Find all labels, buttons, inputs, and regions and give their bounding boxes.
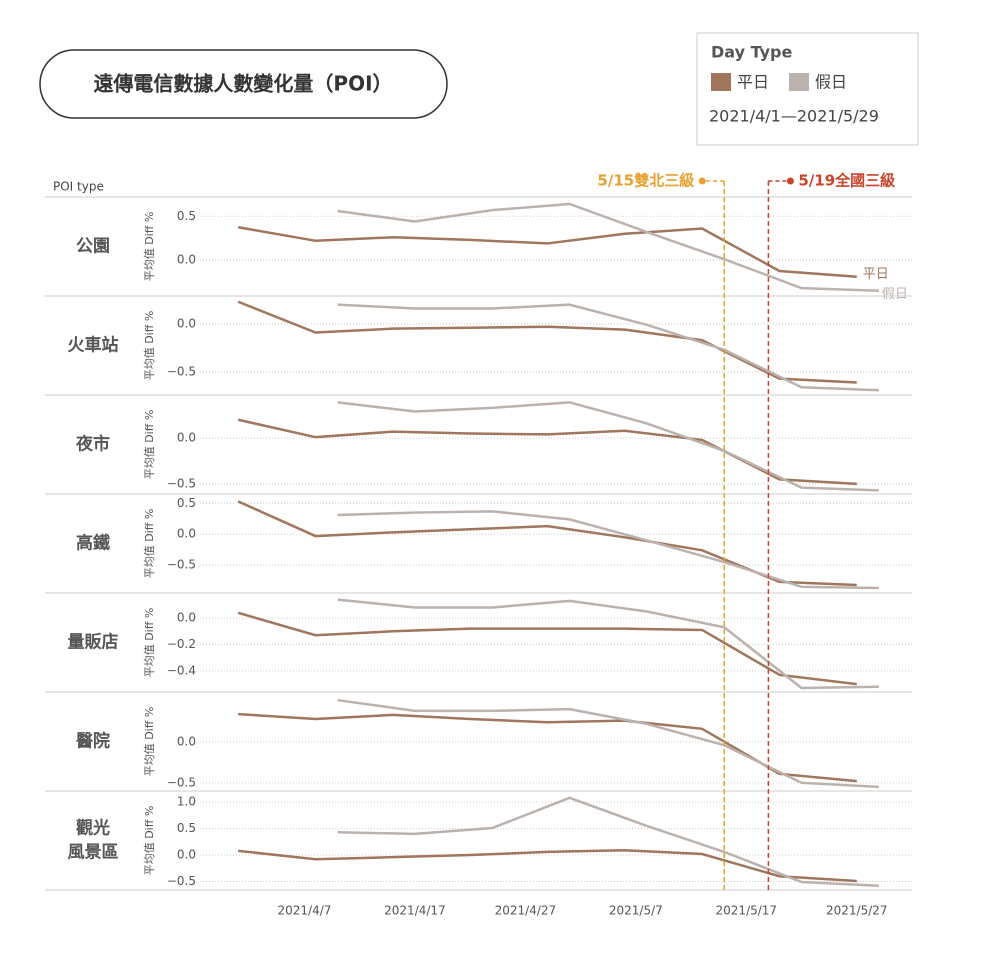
series-line bbox=[238, 712, 857, 783]
chart-title: 遠傳電信數據人數變化量（POI） bbox=[93, 72, 392, 96]
title-box bbox=[39, 49, 448, 119]
annotation-dot bbox=[698, 177, 706, 185]
panel-name: 醫院 bbox=[76, 731, 110, 752]
y-tick-label: 0.0 bbox=[177, 734, 196, 748]
y-tick-label: 0.0 bbox=[177, 848, 196, 862]
annotation-dot bbox=[786, 177, 794, 185]
series-line bbox=[337, 598, 879, 690]
legend-label: 假日 bbox=[815, 73, 847, 92]
series-line bbox=[337, 510, 879, 590]
x-tick-label: 2021/5/7 bbox=[609, 904, 663, 918]
y-tick-label: −0.5 bbox=[167, 874, 196, 888]
y-axis-label: 平均值 Diff % bbox=[143, 806, 156, 876]
y-tick-label: −0.5 bbox=[167, 558, 196, 572]
legend-swatch bbox=[711, 73, 731, 91]
y-tick-label: 0.0 bbox=[177, 527, 196, 541]
end-label: 假日 bbox=[882, 287, 908, 302]
y-axis-label: 平均值 Diff % bbox=[143, 410, 156, 480]
series-line bbox=[337, 202, 879, 292]
series-line bbox=[237, 225, 857, 278]
date-range: 2021/4/1—2021/5/29 bbox=[709, 107, 879, 126]
series-line bbox=[337, 698, 879, 789]
panel-name: 火車站 bbox=[68, 335, 119, 356]
y-tick-label: 0.0 bbox=[177, 253, 196, 267]
y-axis-label: 平均值 Diff % bbox=[143, 608, 156, 678]
panel-name: 風景區 bbox=[68, 843, 119, 863]
annotation-label: 5/15雙北三級 bbox=[597, 172, 694, 190]
y-axis-label: 平均值 Diff % bbox=[143, 212, 156, 282]
y-tick-label: 1.0 bbox=[177, 795, 196, 809]
panel-name: 觀光 bbox=[76, 818, 110, 839]
y-tick-label: 0.5 bbox=[177, 496, 196, 510]
x-tick-label: 2021/4/27 bbox=[495, 904, 557, 918]
panel-name: 量販店 bbox=[68, 632, 119, 653]
series-line bbox=[237, 418, 857, 486]
y-tick-label: −0.4 bbox=[167, 663, 196, 677]
x-tick-label: 2021/5/17 bbox=[716, 904, 778, 918]
x-tick-label: 2021/4/17 bbox=[384, 904, 446, 918]
y-axis-label: 平均值 Diff % bbox=[143, 707, 156, 777]
facet-label: POI type bbox=[53, 180, 104, 194]
y-tick-label: 0.5 bbox=[177, 209, 196, 223]
y-tick-label: 0.5 bbox=[177, 821, 196, 835]
y-tick-label: −0.5 bbox=[167, 364, 196, 378]
series-line bbox=[337, 303, 879, 392]
y-tick-label: −0.2 bbox=[167, 637, 196, 651]
panel-name: 公園 bbox=[76, 237, 110, 257]
y-tick-label: −0.5 bbox=[167, 476, 196, 490]
x-tick-label: 2021/5/27 bbox=[826, 904, 888, 918]
y-tick-label: 0.0 bbox=[177, 431, 196, 445]
end-label: 平日 bbox=[863, 267, 889, 282]
legend-swatch bbox=[789, 73, 809, 91]
panel-name: 夜市 bbox=[75, 434, 110, 455]
y-axis-label: 平均值 Diff % bbox=[143, 509, 156, 579]
x-tick-label: 2021/4/7 bbox=[278, 904, 332, 918]
y-tick-label: −0.5 bbox=[167, 775, 196, 789]
series-line bbox=[337, 796, 879, 888]
series-line bbox=[237, 611, 857, 686]
annotation-label: 5/19全國三級 bbox=[798, 172, 895, 190]
y-tick-label: 0.0 bbox=[177, 611, 196, 625]
panel-name: 高鐵 bbox=[76, 533, 110, 554]
legend-title: Day Type bbox=[711, 43, 792, 62]
legend-label: 平日 bbox=[737, 73, 769, 92]
series-line bbox=[237, 500, 857, 587]
series-line bbox=[337, 401, 879, 492]
series-line bbox=[237, 300, 857, 384]
y-tick-label: 0.0 bbox=[177, 316, 196, 330]
series-line bbox=[238, 849, 857, 883]
y-axis-label: 平均值 Diff % bbox=[143, 311, 156, 381]
